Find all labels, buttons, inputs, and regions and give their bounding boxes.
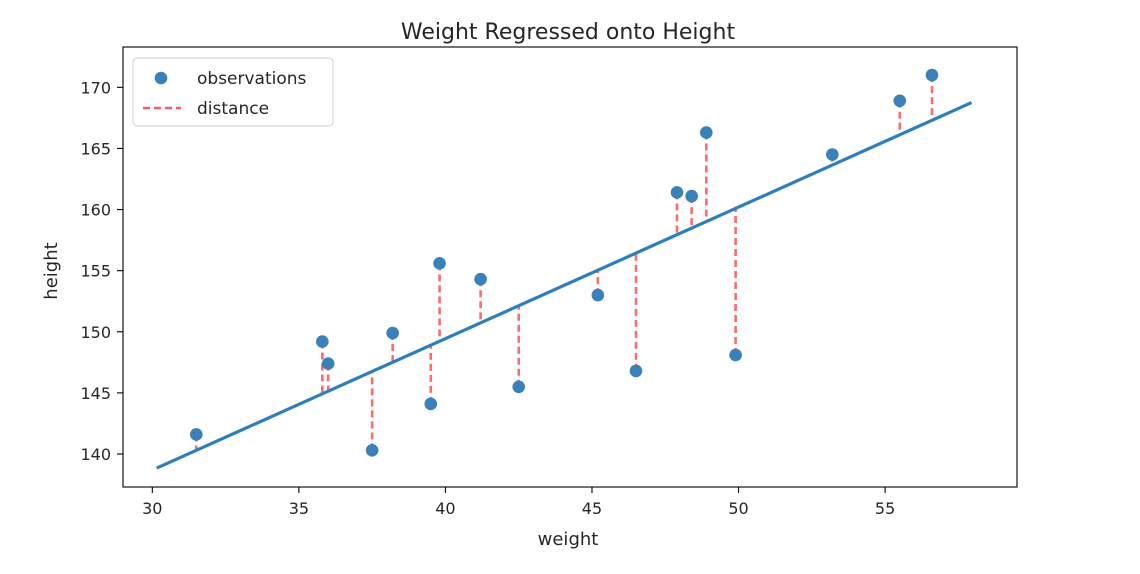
observation-point-4 <box>386 326 399 340</box>
x-tick-label-1: 35 <box>289 499 309 518</box>
observation-point-1 <box>316 335 329 348</box>
y-tick-label-3: 155 <box>80 262 111 281</box>
y-axis-label: height <box>41 242 62 299</box>
legend-box <box>132 57 334 127</box>
observation-point-13 <box>699 126 713 139</box>
legend: observations distance <box>132 57 334 127</box>
chart-title: Weight Regressed onto Height <box>401 20 736 45</box>
observation-point-6 <box>433 257 446 270</box>
x-tick-label-0: 30 <box>142 499 162 518</box>
axes-frame <box>122 46 1018 488</box>
observation-point-7 <box>474 272 487 286</box>
plot-area: 30 35 40 45 50 55 140 145 150 155 160 165 170 <box>80 46 1018 518</box>
y-tick-label-0: 140 <box>80 445 111 464</box>
observation-point-5 <box>424 397 438 411</box>
legend-label-observations: observations <box>197 69 307 89</box>
y-tick-label-4: 160 <box>80 201 111 220</box>
observation-point-12 <box>685 189 698 203</box>
observation-point-10 <box>629 364 643 378</box>
observation-point-0 <box>189 428 203 441</box>
observation-point-15 <box>826 148 839 161</box>
y-tick-label-2: 150 <box>80 323 111 342</box>
observation-point-14 <box>729 348 742 362</box>
y-tick-label-5: 165 <box>80 139 111 158</box>
x-tick-label-2: 40 <box>435 499 455 518</box>
x-axis-label: weight <box>538 529 599 550</box>
observation-point-2 <box>321 357 335 370</box>
observation-point-9 <box>591 288 605 302</box>
observation-point-11 <box>670 186 684 199</box>
observation-point-3 <box>365 444 379 457</box>
y-tick-label-1: 145 <box>80 384 111 403</box>
observation-point-8 <box>512 380 526 394</box>
observation-point-17 <box>925 68 939 82</box>
x-tick-label-5: 55 <box>875 499 895 518</box>
observation-point-16 <box>893 94 907 108</box>
regression-line <box>156 101 973 470</box>
x-tick-label-4: 50 <box>728 499 748 518</box>
legend-label-distance: distance <box>197 99 269 119</box>
legend-marker-observations <box>154 71 168 85</box>
x-tick-label-3: 45 <box>582 499 602 518</box>
y-tick-label-6: 170 <box>80 78 111 97</box>
